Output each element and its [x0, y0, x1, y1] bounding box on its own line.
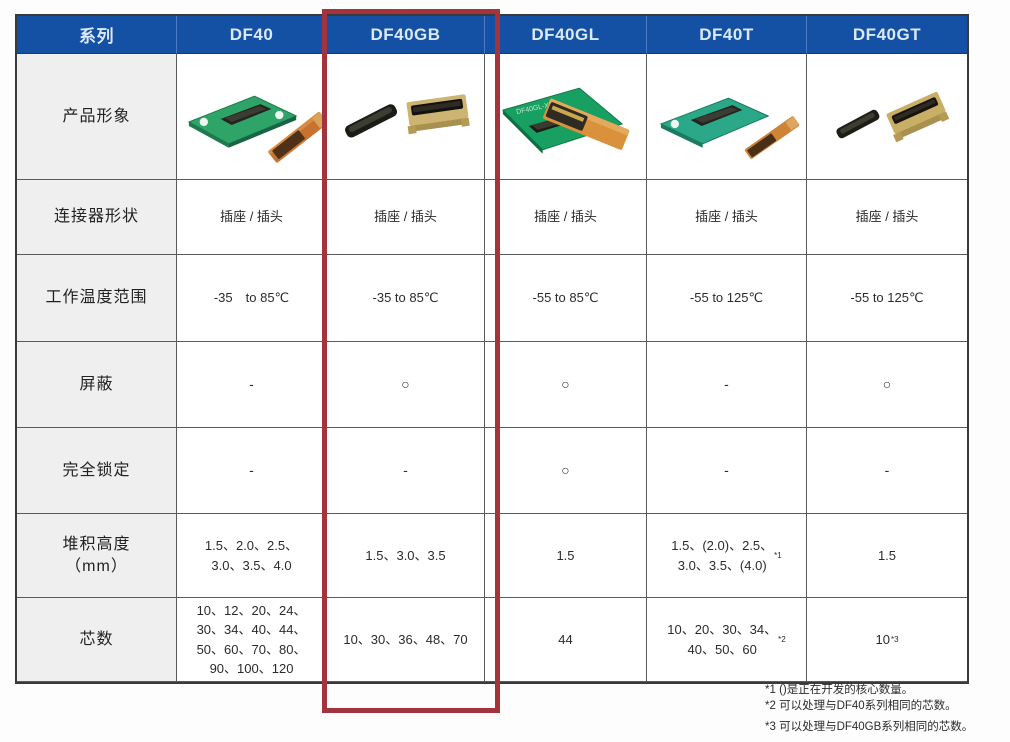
cell-stack-height-df40gb: 1.5、3.0、3.5	[327, 514, 485, 598]
cell-text: ○	[561, 376, 570, 392]
cell-connector-shape-df40gb: 插座 / 插头	[327, 180, 485, 255]
cell-shielding-df40gb: ○	[327, 342, 485, 428]
cell-text: -	[884, 462, 890, 478]
header-cell-series: 系列	[17, 16, 177, 54]
cell-operating-temp-df40gb: -35 to 85℃	[327, 255, 485, 342]
cell-text: -	[403, 462, 408, 478]
cell-text: -55 to 85℃	[532, 290, 599, 306]
cell-connector-shape-df40gl: 插座 / 插头	[485, 180, 647, 255]
cell-connector-shape-df40t: 插座 / 插头	[647, 180, 807, 255]
cell-text: -	[249, 462, 254, 478]
cell-pin-count-df40t: 10、20、30、34、 40、50、60 *2	[647, 598, 807, 682]
cell-text: 1.5	[877, 547, 897, 563]
product-photo-df40t	[659, 97, 800, 159]
cell-full-lock-df40gt: -	[807, 428, 967, 514]
cell-text: 10、20、30、34、 40、50、60	[667, 622, 778, 657]
header-cell-df40gt: DF40GT	[807, 16, 967, 54]
row-label-pin-count: 芯数	[17, 598, 177, 682]
cell-text: ○	[882, 376, 892, 392]
spec-table: 系列 DF40 DF40GB DF40GL DF40T DF40GT 产品形象	[15, 9, 969, 713]
cell-product-image-df40	[177, 54, 327, 180]
footnote-marker: *2	[778, 634, 786, 644]
cell-operating-temp-df40gl: -55 to 85℃	[485, 255, 647, 342]
cell-pin-count-df40: 10、12、20、24、 30、34、40、44、 50、60、70、80、 9…	[177, 598, 327, 682]
cell-text: -55 to 125℃	[850, 290, 924, 306]
header-cell-df40: DF40	[177, 16, 327, 54]
cell-text: 插座 / 插头	[220, 209, 283, 225]
header-cell-df40gb: DF40GB	[327, 16, 485, 54]
cell-stack-height-df40t: 1.5、(2.0)、2.5、 3.0、3.5、(4.0) *1	[647, 514, 807, 598]
footnote-marker: *1	[774, 550, 782, 560]
cell-shielding-df40gt: ○	[807, 342, 967, 428]
product-photo-df40gl: DF40GL-X	[501, 87, 630, 154]
row-label-shielding: 屏蔽	[17, 342, 177, 428]
cell-text: 1.5、3.0、3.5	[365, 547, 446, 563]
product-photo-df40	[187, 95, 326, 163]
cell-pin-count-df40gl: 44	[485, 598, 647, 682]
cell-text: ○	[401, 376, 410, 392]
cell-text: -	[724, 462, 729, 478]
cell-shielding-df40: -	[177, 342, 327, 428]
cell-operating-temp-df40gt: -55 to 125℃	[807, 255, 967, 342]
cell-full-lock-df40: -	[177, 428, 327, 514]
cell-operating-temp-df40t: -55 to 125℃	[647, 255, 807, 342]
cell-text: -35 to 85℃	[213, 290, 290, 306]
cell-text: 插座 / 插头	[374, 209, 437, 225]
cell-text: -	[724, 376, 729, 392]
cell-product-image-df40gb	[327, 54, 485, 180]
cell-text: -35 to 85℃	[372, 290, 439, 306]
cell-text: 1.5、2.0、2.5、 3.0、3.5、4.0	[204, 538, 299, 573]
cell-text: 10	[875, 631, 890, 647]
row-label-operating-temp: 工作温度范围	[17, 255, 177, 342]
footnote-marker: *3	[890, 634, 899, 644]
cell-text: ○	[561, 462, 570, 478]
header-cell-df40t: DF40T	[647, 16, 807, 54]
cell-text: 1.5、(2.0)、2.5、 3.0、3.5、(4.0)	[671, 538, 774, 573]
cell-text: 44	[558, 631, 573, 647]
product-photo-df40gt	[836, 91, 950, 142]
footnote-3: *3 可以处理与DF40GB系列相同的芯数。	[765, 721, 974, 733]
row-label-full-lock: 完全锁定	[17, 428, 177, 514]
cell-text: 1.5	[556, 547, 575, 563]
footnote-2: *2 可以处理与DF40系列相同的芯数。	[765, 700, 957, 712]
cell-product-image-df40t	[647, 54, 807, 180]
row-label-connector-shape: 连接器形状	[17, 180, 177, 255]
cell-full-lock-df40gb: -	[327, 428, 485, 514]
cell-product-image-df40gl: DF40GL-X	[485, 54, 647, 180]
footnote-1: *1 ()是正在开发的核心数量。	[765, 684, 914, 696]
cell-text: 插座 / 插头	[534, 209, 597, 225]
cell-text: 插座 / 插头	[695, 209, 758, 225]
header-cell-df40gl: DF40GL	[485, 16, 647, 54]
product-photo-df40gb	[345, 93, 470, 138]
cell-text: -	[249, 376, 254, 392]
cell-pin-count-df40gt: 10 *3	[807, 598, 967, 682]
cell-product-image-df40gt	[807, 54, 967, 180]
cell-operating-temp-df40: -35 to 85℃	[177, 255, 327, 342]
cell-stack-height-df40gl: 1.5	[485, 514, 647, 598]
row-label-product-image: 产品形象	[17, 54, 177, 180]
cell-text: 10、12、20、24、 30、34、40、44、 50、60、70、80、 9…	[196, 602, 307, 677]
cell-text: 插座 / 插头	[855, 209, 919, 225]
cell-full-lock-df40gl: ○	[485, 428, 647, 514]
cell-stack-height-df40gt: 1.5	[807, 514, 967, 598]
cell-shielding-df40gl: ○	[485, 342, 647, 428]
footnotes: *1 ()是正在开发的核心数量。 *2 可以处理与DF40系列相同的芯数。 *3…	[765, 682, 973, 735]
cell-stack-height-df40: 1.5、2.0、2.5、 3.0、3.5、4.0	[177, 514, 327, 598]
row-label-stack-height: 堆积高度 （mm）	[17, 514, 177, 598]
cell-text: 10、30、36、48、70	[343, 631, 468, 647]
cell-text: -55 to 125℃	[689, 290, 764, 306]
cell-connector-shape-df40gt: 插座 / 插头	[807, 180, 967, 255]
cell-pin-count-df40gb: 10、30、36、48、70	[327, 598, 485, 682]
cell-shielding-df40t: -	[647, 342, 807, 428]
cell-connector-shape-df40: 插座 / 插头	[177, 180, 327, 255]
cell-full-lock-df40t: -	[647, 428, 807, 514]
